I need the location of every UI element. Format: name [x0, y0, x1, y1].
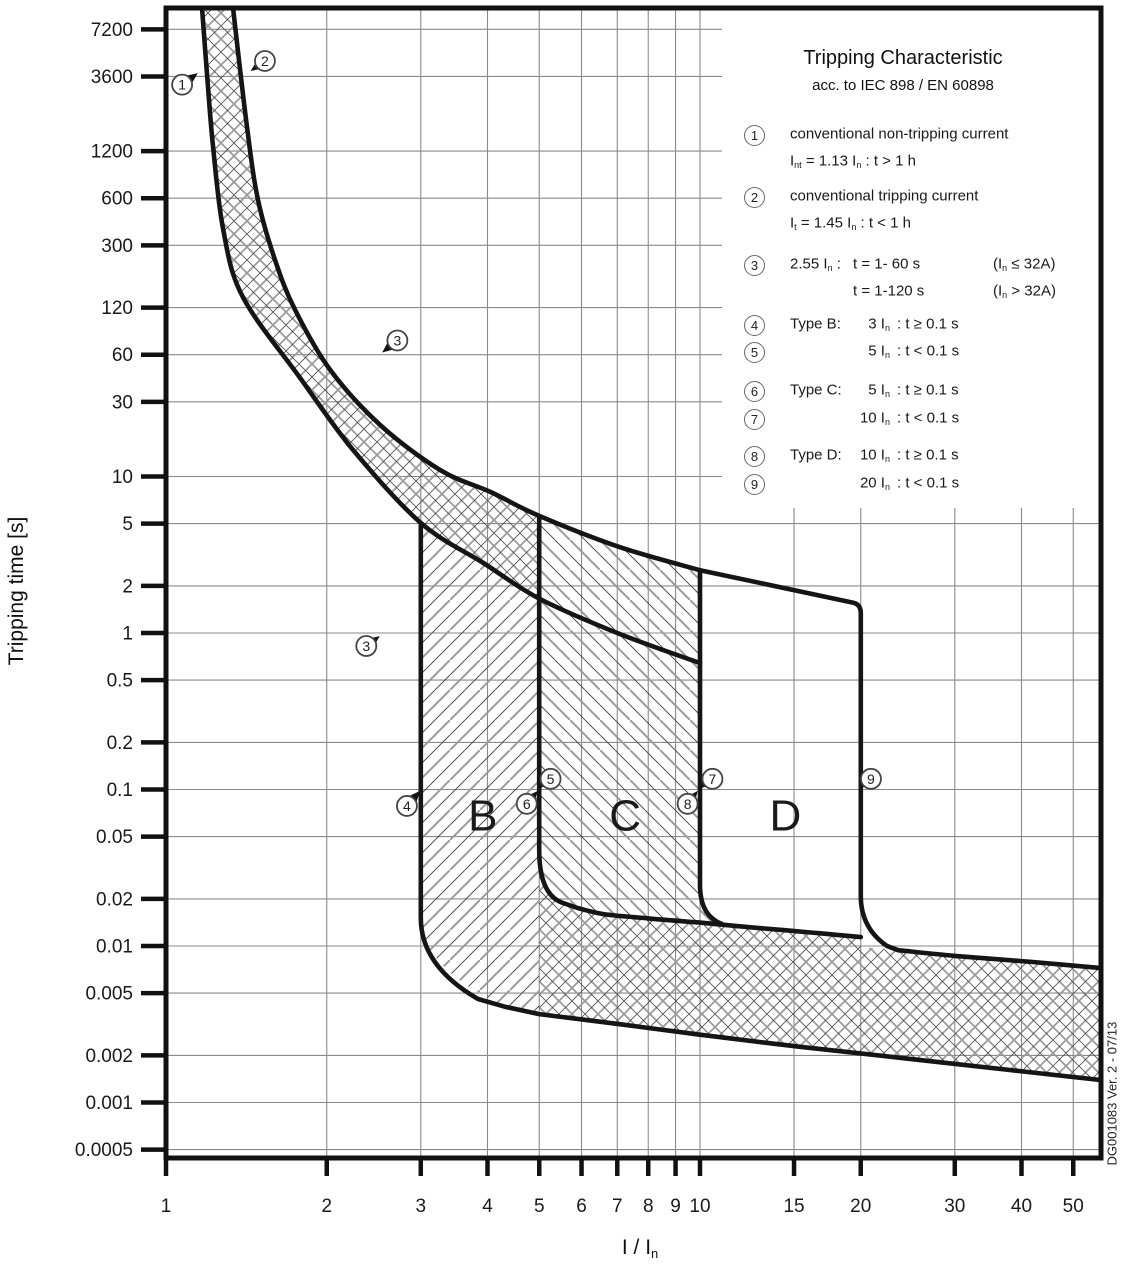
x-tick-label: 15: [783, 1196, 804, 1217]
type-b-region: [420, 522, 540, 1015]
y-tick-label: 0.005: [85, 984, 133, 1005]
y-tick-label: 2: [122, 576, 133, 597]
x-tick-label: 2: [321, 1196, 332, 1217]
x-tick-label: 10: [689, 1196, 710, 1217]
y-tick-label: 1200: [91, 142, 133, 163]
y-tick-label: 10: [112, 467, 133, 488]
marker-number-5: 5: [547, 771, 555, 787]
y-tick-label: 60: [112, 345, 133, 366]
x-tick-label: 4: [482, 1196, 493, 1217]
region-label-d: D: [769, 792, 801, 841]
marker-circle-9: [860, 767, 882, 790]
marker-number-3: 3: [393, 332, 401, 348]
marker-circle-1: [171, 73, 194, 96]
x-tick-label: 20: [850, 1196, 871, 1217]
x-tick-label: 9: [670, 1196, 681, 1217]
y-tick-label: 0.001: [85, 1093, 133, 1114]
region-label-c: C: [609, 792, 641, 841]
y-tick-label: 0.1: [107, 780, 133, 801]
y-tick-label: 0.05: [96, 827, 133, 848]
thermal-band-region: [202, 8, 540, 599]
chart-markers: B C D 1 2 3 3 4 56 7 8 9: [171, 50, 882, 841]
y-tick-label: 0.0005: [75, 1140, 133, 1161]
marker-number-9: 9: [867, 771, 875, 787]
marker-circle-2: [254, 50, 276, 72]
axes: 7200360012006003001206030105210.50.20.10…: [75, 5, 1104, 1217]
magnetic-band-region: [539, 850, 1101, 1081]
marker-circle-3: [355, 635, 378, 657]
legend-background-panel: [722, 10, 1099, 508]
marker-number-7: 7: [709, 771, 717, 787]
x-tick-label: 1: [161, 1196, 172, 1217]
y-tick-label: 300: [101, 236, 133, 257]
marker-number-1: 1: [178, 77, 186, 93]
marker-number-8: 8: [684, 796, 692, 812]
marker-circle-5: [539, 767, 562, 790]
y-tick-label: 0.01: [96, 937, 133, 958]
curve-tripping-1-45In-and-type-d: [230, 8, 1101, 971]
y-tick-label: 7200: [91, 20, 133, 41]
y-tick-label: 30: [112, 392, 133, 413]
curve-non-tripping-1-13In: [199, 8, 703, 666]
y-tick-label: 5: [122, 514, 133, 535]
y-tick-label: 0.002: [85, 1046, 133, 1067]
marker-number-4: 4: [403, 798, 411, 814]
region-label-b: B: [468, 792, 497, 841]
marker-circle-7: [701, 767, 724, 790]
x-tick-label: 7: [612, 1196, 623, 1217]
y-tick-label: 0.2: [107, 733, 133, 754]
y-tick-label: 1: [122, 624, 133, 645]
x-tick-label: 8: [643, 1196, 654, 1217]
y-tick-label: 600: [101, 189, 133, 210]
x-tick-label: 30: [944, 1196, 965, 1217]
marker-circle-4: [396, 795, 418, 817]
x-tick-label: 40: [1011, 1196, 1032, 1217]
y-tick-label: 0.02: [96, 889, 133, 910]
plot-border: [163, 5, 1104, 1161]
marker-number-3: 3: [362, 638, 370, 654]
characteristic-curves: [199, 8, 1101, 1083]
y-tick-label: 120: [101, 298, 133, 319]
marker-circle-8: [676, 792, 699, 815]
marker-number-2: 2: [261, 53, 269, 69]
x-tick-label: 6: [576, 1196, 587, 1217]
y-tick-label: 3600: [91, 67, 133, 88]
line-3In-and-band-bottom: [418, 520, 1101, 1083]
line-10In: [697, 567, 725, 927]
x-tick-label: 5: [534, 1196, 545, 1217]
line-5In-and-band-top: [536, 513, 864, 940]
marker-circle-3: [386, 329, 409, 352]
y-tick-label: 0.5: [107, 671, 133, 692]
x-tick-label: 3: [415, 1196, 426, 1217]
marker-number-6: 6: [523, 796, 531, 812]
type-c-region: [539, 515, 722, 924]
marker-circle-6: [515, 792, 538, 815]
x-tick-label: 50: [1063, 1196, 1084, 1217]
